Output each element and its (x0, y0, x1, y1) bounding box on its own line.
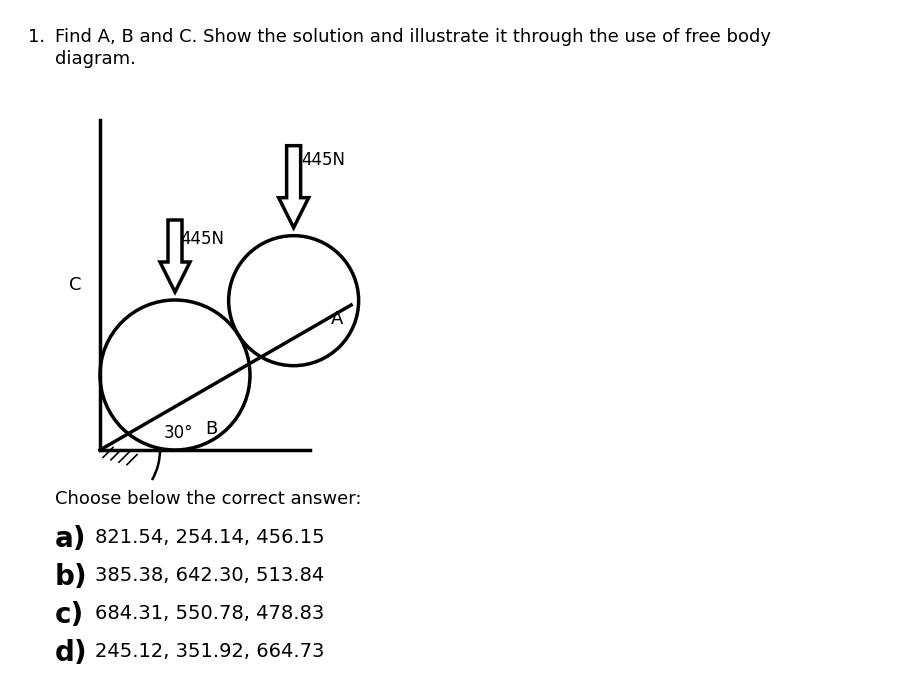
Text: a): a) (55, 525, 87, 553)
Text: 445N: 445N (301, 150, 346, 168)
Text: Choose below the correct answer:: Choose below the correct answer: (55, 490, 361, 508)
Text: b): b) (55, 563, 88, 591)
Text: Find A, B and C. Show the solution and illustrate it through the use of free bod: Find A, B and C. Show the solution and i… (55, 28, 771, 46)
Text: 385.38, 642.30, 513.84: 385.38, 642.30, 513.84 (95, 566, 324, 585)
Text: 1.: 1. (28, 28, 45, 46)
Text: c): c) (55, 601, 84, 629)
Text: B: B (205, 420, 217, 438)
Text: 445N: 445N (180, 230, 224, 248)
Text: 30°: 30° (164, 424, 193, 442)
Text: diagram.: diagram. (55, 50, 136, 68)
Text: 684.31, 550.78, 478.83: 684.31, 550.78, 478.83 (95, 604, 324, 623)
Text: 821.54, 254.14, 456.15: 821.54, 254.14, 456.15 (95, 528, 324, 547)
Text: d): d) (55, 639, 88, 667)
Text: 245.12, 351.92, 664.73: 245.12, 351.92, 664.73 (95, 642, 324, 661)
Text: A: A (331, 310, 344, 328)
Text: C: C (69, 276, 82, 294)
